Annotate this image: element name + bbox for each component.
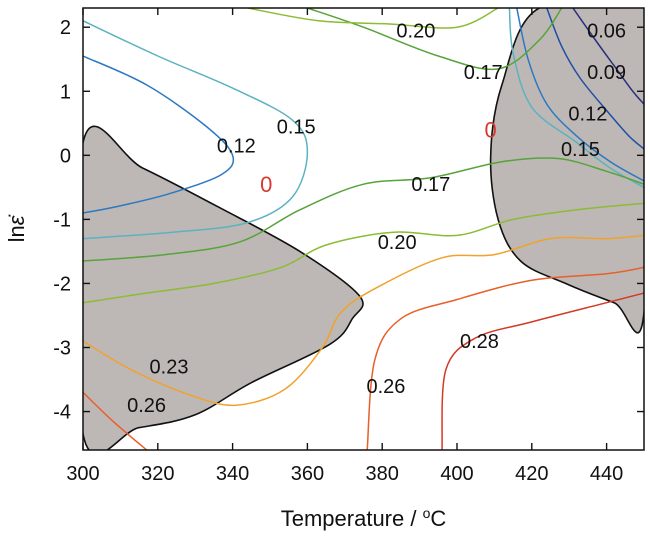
contour-label: 0.12 — [217, 136, 256, 158]
contour-label: 0.09 — [587, 62, 626, 84]
y-tick-label: 2 — [60, 17, 71, 39]
contour-label: 0.26 — [366, 376, 405, 398]
contour-label: 0.26 — [127, 395, 166, 417]
y-tick-label: -3 — [53, 338, 71, 360]
x-axis-title: Temperature / oC — [281, 505, 447, 531]
contour-line-0.20 — [83, 202, 644, 304]
contour-label: 0.20 — [396, 20, 435, 42]
x-tick-label: 360 — [291, 463, 324, 485]
unstable-regions — [83, 8, 644, 450]
contour-line-0.12 — [83, 55, 235, 214]
x-tick-label: 400 — [440, 463, 473, 485]
y-axis-title: lnε̇ — [4, 214, 29, 243]
y-tick-label: 0 — [60, 145, 71, 167]
contour-line-0.26 — [366, 266, 644, 450]
y-tick-label: 1 — [60, 81, 71, 103]
x-tick-label: 380 — [366, 463, 399, 485]
contour-line-0.23 — [83, 234, 644, 407]
contour-line-0.17 — [307, 8, 563, 71]
x-tick-label: 320 — [141, 463, 174, 485]
contour-line-0.15 — [508, 8, 644, 189]
y-tick-label: -2 — [53, 273, 71, 295]
zero-contour-label: 0 — [260, 172, 272, 197]
x-axis-title-sup: o — [423, 505, 431, 521]
contour-line-0.28 — [441, 292, 644, 450]
contour-label: 0.12 — [568, 104, 607, 126]
axis-ticks: 300 320 340 360 380 400 420 440 2 1 0 -1 -2 -3 -4 — [53, 8, 644, 485]
x-tick-label: 420 — [515, 463, 548, 485]
x-tick-label: 300 — [66, 463, 99, 485]
x-tick-label: 340 — [216, 463, 249, 485]
y-tick-label: -4 — [53, 402, 71, 424]
y-axis-title-main: ln — [4, 225, 29, 242]
contour-line-0.17 — [83, 157, 644, 262]
plot-frame — [82, 7, 645, 451]
contour-labels: 0.06 0.09 0.12 0.12 0.15 0.15 0.17 0.17 0.20 0.20… — [127, 20, 626, 417]
contour-label: 0.20 — [378, 232, 417, 254]
unstable-region-2 — [489, 8, 644, 334]
contour-label: 0.17 — [464, 62, 503, 84]
contour-line-0.09 — [546, 8, 644, 150]
contour-line-0.26 — [83, 391, 148, 450]
y-axis-title-symbol: ε̇ — [4, 214, 29, 226]
contour-line-0.06 — [572, 8, 644, 105]
contour-label: 0.15 — [561, 139, 600, 161]
contour-label: 0.15 — [277, 117, 316, 139]
contour-lines — [83, 8, 644, 450]
x-axis-title-unit: C — [430, 506, 446, 531]
contour-label: 0.23 — [150, 357, 189, 379]
zero-contour-label: 0 — [485, 118, 497, 143]
contour-line-0.15 — [83, 20, 309, 240]
contour-line-0.12 — [516, 8, 644, 182]
y-tick-label: -1 — [53, 209, 71, 231]
unstable-region-1 — [83, 125, 364, 450]
x-axis-title-main: Temperature / — [281, 506, 423, 531]
contour-label: 0.28 — [460, 331, 499, 353]
contour-label: 0.17 — [411, 174, 450, 196]
x-tick-label: 440 — [590, 463, 623, 485]
contour-line-0.20 — [247, 8, 499, 29]
contour-label: 0.06 — [587, 20, 626, 42]
